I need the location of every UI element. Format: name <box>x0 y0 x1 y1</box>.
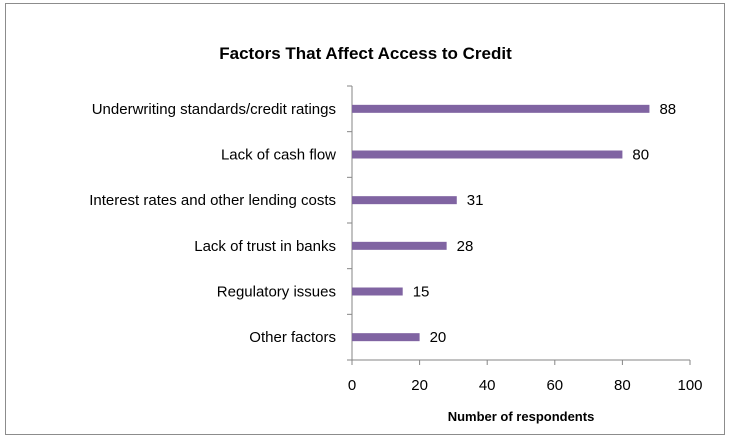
chart-frame <box>5 3 725 435</box>
x-tick-label: 80 <box>614 377 631 394</box>
data-label: 31 <box>467 192 484 209</box>
data-label: 28 <box>457 238 474 255</box>
data-label: 80 <box>632 147 649 164</box>
category-label: Lack of trust in banks <box>194 238 336 255</box>
x-axis-title: Number of respondents <box>448 409 595 424</box>
x-tick-label: 60 <box>546 377 563 394</box>
category-label: Regulatory issues <box>217 284 336 301</box>
data-label: 88 <box>659 101 676 118</box>
x-tick-label: 20 <box>411 377 428 394</box>
chart-title: Factors That Affect Access to Credit <box>219 44 512 63</box>
data-label: 20 <box>430 329 447 346</box>
x-tick-label: 40 <box>479 377 496 394</box>
bar <box>352 241 447 250</box>
bar <box>352 150 623 159</box>
category-label: Interest rates and other lending costs <box>89 192 336 209</box>
bar <box>352 196 457 205</box>
category-label: Underwriting standards/credit ratings <box>92 101 336 118</box>
x-tick-label: 100 <box>677 377 702 394</box>
x-tick-label: 0 <box>348 377 356 394</box>
category-label: Lack of cash flow <box>221 147 336 164</box>
category-label: Other factors <box>249 329 336 346</box>
bar <box>352 333 420 342</box>
bar <box>352 287 403 296</box>
bar <box>352 104 650 113</box>
data-label: 15 <box>413 284 430 301</box>
